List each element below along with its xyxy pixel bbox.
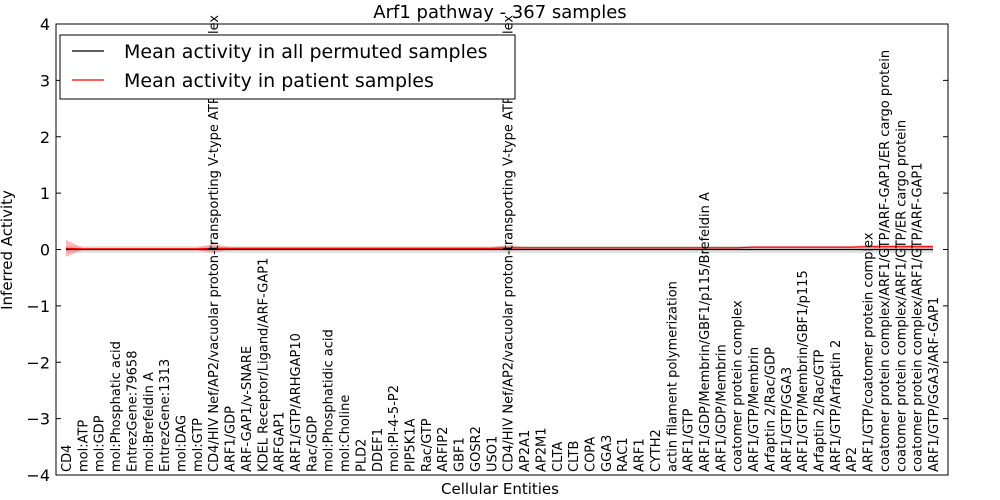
x-category-label: ARF1/GDP/Membrin [714, 344, 729, 472]
y-tick-label: 1 [40, 184, 50, 203]
x-category-label: ARF1/GTP/GGA3/ARF-GAP1 [927, 297, 942, 472]
x-category-label: actin filament polymerization [665, 281, 680, 472]
x-category-label: DDEF1 [371, 428, 386, 472]
x-category-label: CD4 [60, 445, 75, 472]
x-category-label: ARF1/GTP/Membrin [747, 347, 762, 472]
x-category-label: ARFIP2 [436, 427, 451, 472]
x-category-label: COPA [584, 437, 599, 472]
x-category-label: RAC1 [616, 437, 631, 472]
x-category-label: GOSR2 [469, 426, 484, 472]
x-category-label: Arfaptin 2/Rac/GDP [763, 347, 778, 472]
x-category-label: USO1 [485, 436, 500, 472]
category-labels: CD4 mol:ATP mol:GDP mol:Phosphatic acid Entr… [60, 15, 942, 472]
x-category-label: CYTH2 [649, 429, 664, 472]
x-category-label: Rac/GDP [305, 416, 320, 472]
x-category-label: AP2M1 [534, 428, 549, 473]
x-category-label: GGA3 [600, 435, 615, 472]
y-axis-ticks: −4 −3 −2 −1 0 1 2 3 4 [26, 15, 948, 485]
x-category-label: ARF1/GTP/GGA3 [780, 367, 795, 472]
chart-title: Arf1 pathway - 367 samples [373, 2, 626, 23]
x-category-label: ARF1/GDP/Membrin/GBF1/p115/Brefeldin A [698, 192, 713, 472]
x-category-label: mol:ATP [76, 420, 91, 472]
x-category-label: mol:GDP [93, 415, 108, 472]
x-category-label: Arfaptin 2/Rac/GTP [813, 349, 828, 472]
x-category-label: mol:DAG [175, 415, 190, 472]
x-category-label: coatomer protein complex/ARF1/GTP/ARF-GA… [878, 50, 893, 472]
y-tick-label: 4 [40, 15, 50, 34]
x-category-label: mol:PI-4-5-P2 [387, 385, 402, 472]
legend-box [59, 34, 516, 100]
x-category-label: mol:Brefeldin A [142, 372, 157, 472]
x-category-label: EntrezGene:79658 [125, 351, 140, 472]
x-category-label: ARF1/GTP/ARHGAP10 [289, 333, 304, 472]
x-category-label: KDEL Receptor/Ligand/ARF-GAP1 [256, 258, 271, 472]
y-tick-label: −3 [26, 410, 50, 429]
x-category-label: coatomer protein complex/ARF1/GTP/ER car… [894, 120, 909, 472]
x-category-label: ARF1/GTP/coatomer protein complex [862, 232, 877, 472]
x-category-label: ARF1/GTP/Membrin/GBF1/p115 [796, 270, 811, 472]
x-category-label: coatomer protein complex/ARF1/GTP/ARF-GA… [911, 162, 926, 472]
legend-label-patient: Mean activity in patient samples [124, 70, 434, 92]
x-category-label: Rac/GTP [420, 418, 435, 472]
x-category-label: PLD2 [355, 439, 370, 472]
x-category-label: ARF1/GDP [224, 406, 239, 472]
x-category-label: EntrezGene:1313 [158, 359, 173, 472]
x-category-label: CLTB [567, 441, 582, 472]
y-tick-label: 0 [40, 241, 50, 260]
x-category-label: CD4/HIV Nef/AP2/vacuolar proton-transpor… [207, 15, 222, 472]
x-category-label: PIP5K1A [404, 418, 419, 472]
series-lines [65, 246, 933, 251]
x-category-label: GBF1 [453, 437, 468, 472]
x-axis-label: Cellular Entities [441, 480, 559, 498]
legend: Mean activity in all permuted samples Me… [59, 34, 516, 100]
x-category-label: ARF-GAP1/v-SNARE [240, 346, 255, 472]
y-tick-label: −1 [26, 297, 50, 316]
x-category-label: AP2A1 [518, 430, 533, 472]
y-axis-label: Inferred Activity [0, 190, 16, 310]
y-tick-label: 2 [40, 128, 50, 147]
x-category-label: mol:Phosphatic acid [109, 341, 124, 472]
x-category-label: mol:GTP [191, 418, 206, 472]
x-category-label: ARF1/GTP/Arfaptin 2 [829, 340, 844, 472]
x-category-label: CD4/HIV Nef/AP2/vacuolar proton-transpor… [502, 15, 517, 472]
x-category-label: ARFGAP1 [273, 412, 288, 472]
x-category-label: CLTA [551, 442, 566, 472]
x-category-label: mol:Phosphatidic acid [322, 329, 337, 472]
x-category-label: ARF1/GTP [682, 408, 697, 472]
y-tick-label: −4 [26, 466, 50, 485]
series-line-patient [65, 246, 933, 250]
y-tick-label: 3 [40, 71, 50, 90]
x-category-label: mol:Choline [338, 395, 353, 472]
y-tick-label: −2 [26, 353, 50, 372]
x-category-label: ARF1 [633, 438, 648, 472]
x-category-label: coatomer protein complex [731, 300, 746, 472]
x-category-label: AP2 [845, 447, 860, 472]
legend-label-permuted: Mean activity in all permuted samples [124, 41, 487, 63]
